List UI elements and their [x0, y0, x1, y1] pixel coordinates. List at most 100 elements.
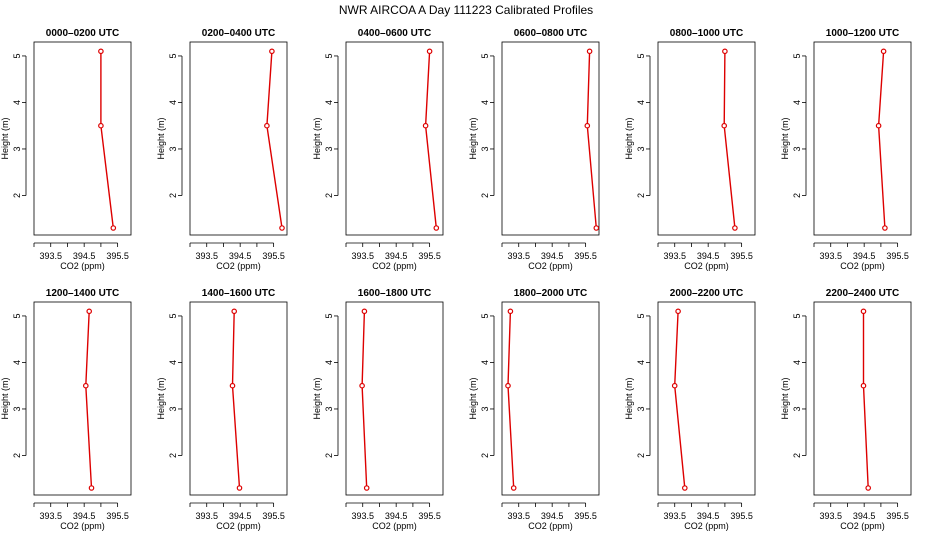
y-tick-label: 3: [12, 146, 22, 151]
data-point: [264, 122, 270, 129]
y-axis-label: Height (m): [0, 377, 10, 419]
y-tick-label: 4: [324, 360, 334, 365]
y-axis-label: Height (m): [468, 117, 478, 159]
x-tick-label: 393.5: [195, 511, 218, 521]
y-tick-label: 5: [480, 313, 490, 318]
plot-frame: [501, 301, 600, 496]
x-tick-label: 393.5: [507, 251, 530, 261]
x-axis-label: CO2 (ppm): [684, 521, 729, 531]
y-tick-label: 4: [636, 100, 646, 105]
plot-frame: [33, 41, 132, 236]
data-point: [279, 225, 285, 231]
x-tick-label: 393.5: [39, 511, 62, 521]
y-tick-label: 5: [324, 53, 334, 58]
data-point: [269, 48, 275, 55]
y-tick-label: 3: [636, 406, 646, 411]
data-point: [586, 48, 593, 55]
x-axis-label: CO2 (ppm): [528, 261, 573, 271]
profile-line: [85, 311, 93, 489]
data-point: [505, 382, 511, 389]
data-point: [675, 308, 681, 315]
x-tick-label: 394.5: [229, 511, 252, 521]
x-axis-label: CO2 (ppm): [840, 521, 885, 531]
plot-frame: [189, 301, 288, 496]
y-tick-label: 2: [168, 193, 178, 198]
y-tick-label: 3: [792, 406, 802, 411]
y-axis-label: Height (m): [780, 377, 790, 419]
y-tick-label: 5: [324, 313, 334, 318]
panel-title: 1000–1200 UTC: [826, 28, 899, 39]
y-tick-label: 2: [792, 453, 802, 458]
y-tick-label: 4: [636, 360, 646, 365]
x-tick-label: 394.5: [541, 251, 564, 261]
x-tick-label: 395.5: [106, 251, 129, 261]
profile-line: [100, 51, 114, 229]
plot-frame: [501, 41, 600, 236]
y-tick-label: 2: [324, 453, 334, 458]
y-tick-label: 5: [636, 313, 646, 318]
x-axis-label: CO2 (ppm): [60, 521, 105, 531]
data-point: [229, 382, 236, 389]
data-point: [507, 308, 514, 315]
plot-frame: [813, 41, 912, 236]
x-axis-label: CO2 (ppm): [372, 261, 417, 271]
data-point: [110, 225, 117, 231]
data-point: [722, 48, 728, 55]
x-tick-label: 393.5: [819, 511, 842, 521]
x-axis-label: CO2 (ppm): [60, 261, 105, 271]
y-tick-label: 2: [168, 453, 178, 458]
x-tick-label: 395.5: [886, 251, 909, 261]
y-tick-label: 3: [324, 146, 334, 151]
y-tick-label: 2: [12, 453, 22, 458]
y-axis-label: Height (m): [780, 117, 790, 159]
y-axis-label: Height (m): [312, 377, 322, 419]
y-axis-label: Height (m): [624, 117, 634, 159]
y-tick-label: 4: [12, 360, 22, 365]
data-point: [880, 48, 887, 55]
data-point: [88, 485, 95, 491]
profile-line: [862, 311, 869, 489]
x-axis-label: CO2 (ppm): [216, 261, 261, 271]
y-tick-label: 4: [324, 100, 334, 105]
profile-line: [266, 51, 283, 229]
data-point: [433, 225, 440, 231]
y-tick-label: 2: [480, 193, 490, 198]
plot-frame: [345, 301, 444, 496]
data-point: [363, 485, 370, 491]
y-tick-label: 5: [636, 53, 646, 58]
panel-title: 2000–2200 UTC: [670, 288, 743, 299]
data-point: [98, 48, 104, 55]
data-point: [422, 122, 429, 129]
y-tick-label: 3: [12, 406, 22, 411]
y-axis-label: Height (m): [312, 117, 322, 159]
y-tick-label: 2: [636, 453, 646, 458]
x-tick-label: 395.5: [730, 251, 753, 261]
y-axis-label: Height (m): [624, 377, 634, 419]
data-point: [86, 308, 93, 315]
data-point: [721, 122, 728, 129]
x-tick-label: 394.5: [73, 511, 96, 521]
data-point: [584, 122, 591, 129]
panel-title: 1200–1400 UTC: [46, 288, 119, 299]
x-tick-label: 394.5: [385, 511, 408, 521]
x-tick-label: 395.5: [106, 511, 129, 521]
data-point: [426, 48, 433, 55]
x-tick-label: 395.5: [574, 511, 597, 521]
plot-frame: [189, 41, 288, 236]
y-tick-label: 3: [324, 406, 334, 411]
y-tick-label: 2: [12, 193, 22, 198]
panel-title: 0800–1000 UTC: [670, 28, 743, 39]
data-point: [860, 382, 867, 389]
x-tick-label: 393.5: [39, 251, 62, 261]
y-tick-label: 3: [636, 146, 646, 151]
profile-line: [231, 311, 241, 489]
plot-frame: [33, 301, 132, 496]
x-tick-label: 394.5: [541, 511, 564, 521]
plot-frame: [813, 301, 912, 496]
